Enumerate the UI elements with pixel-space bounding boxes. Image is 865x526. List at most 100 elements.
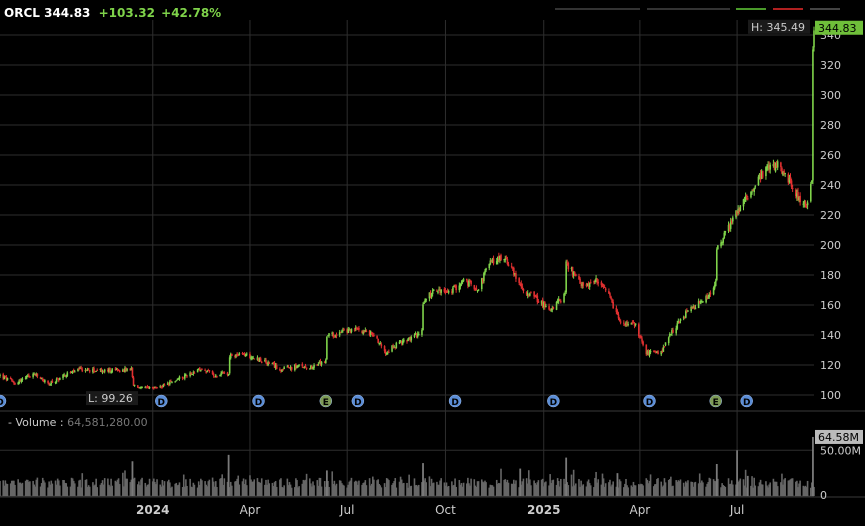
- candle-up: [214, 375, 217, 378]
- candle-up: [184, 374, 186, 379]
- dividend-marker-icon[interactable]: [740, 394, 753, 408]
- candle-down: [475, 288, 478, 291]
- volume-bar: [244, 479, 247, 496]
- volume-bar: [497, 483, 499, 496]
- volume-bar: [338, 480, 341, 496]
- volume-bar: [445, 482, 448, 496]
- candle-down: [601, 284, 604, 286]
- volume-bar: [560, 478, 562, 496]
- candle-up: [767, 165, 769, 169]
- dividend-marker-icon[interactable]: [351, 394, 365, 408]
- dividend-marker-icon[interactable]: [547, 394, 560, 408]
- volume-bar: [595, 471, 597, 496]
- price-tick-label: 120: [820, 359, 841, 372]
- volume-bar: [355, 481, 358, 496]
- candle-up: [758, 173, 761, 177]
- candle-down: [39, 377, 42, 379]
- volume-bar: [534, 483, 536, 496]
- candle-up: [303, 366, 306, 369]
- candle-down: [746, 198, 749, 200]
- volume-bar: [161, 480, 164, 496]
- candle-down: [137, 385, 139, 388]
- volume-bar: [601, 473, 604, 496]
- volume-bar: [566, 482, 569, 496]
- candle-down: [145, 386, 148, 388]
- volume-collapse-toggle[interactable]: -: [8, 416, 12, 429]
- volume-bar: [424, 478, 426, 496]
- volume-spike-bar: [812, 436, 814, 496]
- volume-bar: [41, 477, 44, 496]
- volume-bar: [647, 483, 650, 496]
- dividend-marker-icon[interactable]: [155, 394, 168, 408]
- volume-bar: [316, 480, 319, 496]
- toolbar-up-indicator[interactable]: [736, 8, 766, 10]
- volume-bar: [93, 485, 95, 496]
- candle-down: [498, 256, 500, 260]
- volume-bar: [33, 484, 35, 496]
- earnings-marker-icon[interactable]: [709, 394, 722, 408]
- toolbar-tab-2[interactable]: [647, 8, 730, 10]
- candle-down: [373, 335, 375, 337]
- candle-up: [65, 375, 68, 377]
- candle-down: [791, 187, 794, 189]
- candle-down: [323, 361, 326, 363]
- earnings-marker-letter: E: [713, 398, 719, 408]
- earnings-marker-icon[interactable]: [319, 394, 333, 408]
- candle-up: [550, 310, 553, 312]
- candle-down: [544, 301, 546, 308]
- candle-down: [698, 300, 701, 304]
- candle-down: [13, 381, 15, 383]
- candle-up: [399, 340, 402, 342]
- candle-up: [422, 304, 424, 331]
- candle-up: [176, 379, 179, 381]
- candle-up: [95, 370, 97, 372]
- volume-bar: [676, 481, 679, 496]
- candle-down: [505, 257, 508, 259]
- volume-bar: [65, 483, 68, 496]
- candle-up: [564, 293, 566, 295]
- candle-down: [51, 380, 54, 383]
- candle-up: [177, 378, 180, 380]
- candle-up: [35, 373, 38, 376]
- toolbar-down-indicator[interactable]: [773, 8, 803, 10]
- candle-down: [242, 353, 245, 355]
- toolbar-tab-3[interactable]: [810, 8, 840, 10]
- volume-bar: [750, 485, 752, 496]
- dividend-marker-icon[interactable]: [643, 394, 656, 408]
- candle-up: [189, 372, 191, 376]
- toolbar-tab-1[interactable]: [555, 8, 640, 10]
- candle-down: [522, 288, 525, 292]
- dividend-marker-icon[interactable]: [0, 394, 7, 408]
- volume-bar: [805, 487, 808, 496]
- candle-down: [661, 350, 664, 353]
- volume-bar: [664, 482, 667, 496]
- candle-down: [609, 293, 611, 296]
- volume-bar: [108, 484, 110, 496]
- high-label: H: 345.49: [751, 21, 805, 34]
- candle-down: [301, 363, 304, 367]
- volume-bar: [533, 480, 535, 496]
- volume-bar: [279, 479, 281, 496]
- volume-bar: [47, 487, 49, 496]
- volume-bar: [557, 480, 560, 496]
- volume-bar: [44, 482, 46, 496]
- volume-bar: [368, 478, 371, 496]
- volume-bar: [485, 482, 487, 496]
- candle-up: [327, 335, 329, 337]
- candle-down: [683, 316, 686, 318]
- volume-bar: [148, 478, 151, 496]
- volume-bar: [692, 486, 695, 496]
- dividend-marker-icon[interactable]: [448, 394, 462, 408]
- volume-bar: [204, 481, 206, 496]
- volume-bar: [661, 486, 664, 496]
- volume-bar: [473, 479, 476, 496]
- candle-down: [19, 380, 22, 382]
- dividend-marker-icon[interactable]: [252, 394, 265, 408]
- candle-up: [722, 238, 724, 243]
- volume-bar: [137, 484, 139, 496]
- candle-down: [273, 363, 276, 368]
- volume-bar: [26, 479, 29, 496]
- candle-up: [79, 367, 81, 369]
- volume-bar: [99, 484, 102, 496]
